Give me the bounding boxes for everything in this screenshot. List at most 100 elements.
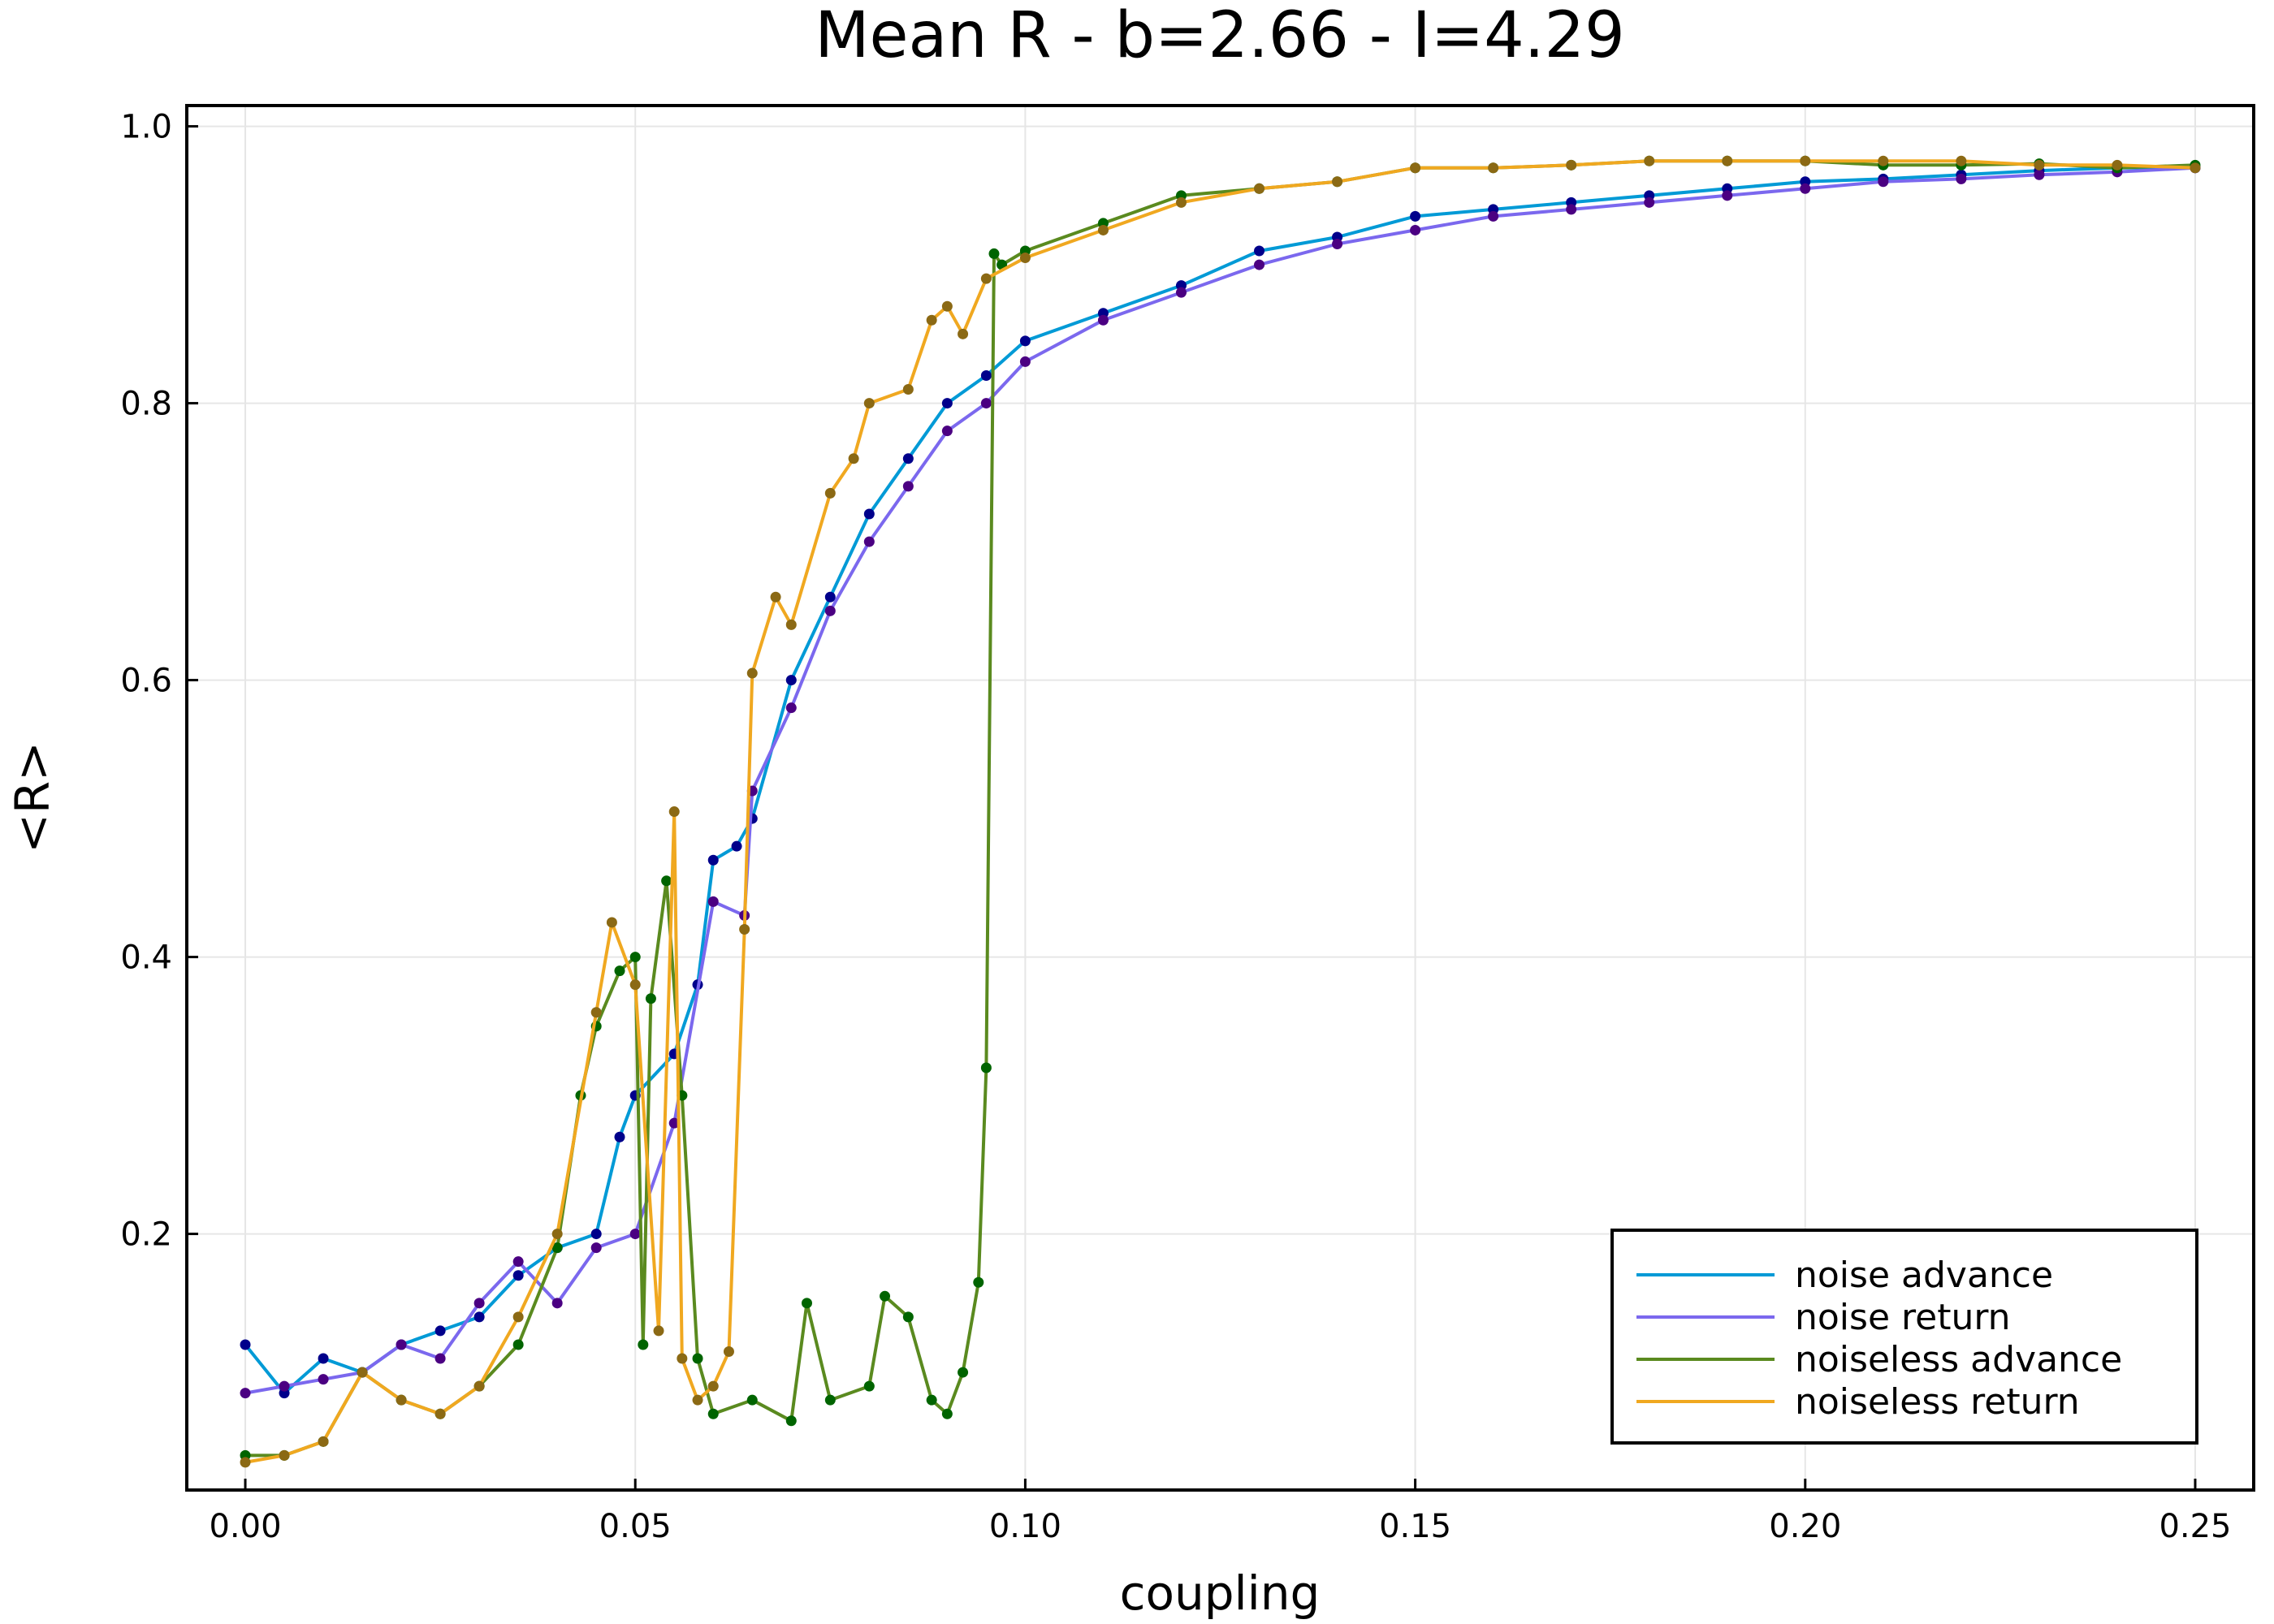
data-point-noiseless-return — [434, 1408, 446, 1419]
legend-label-noise-advance: noise advance — [1795, 1255, 2053, 1296]
data-point-noiseless-return — [551, 1229, 563, 1240]
data-point-noiseless-return — [739, 923, 750, 935]
data-point-noiseless-advance — [512, 1339, 524, 1350]
data-point-noiseless-return — [926, 314, 937, 326]
data-point-noise-return — [902, 481, 914, 492]
data-point-noise-advance — [590, 1229, 602, 1240]
data-point-noiseless-return — [692, 1394, 703, 1406]
legend-label-noiseless-advance: noiseless advance — [1795, 1339, 2122, 1380]
data-point-noise-return — [1019, 356, 1031, 367]
legend-box — [1610, 1229, 2198, 1445]
y-tick-label: 0.6 — [120, 663, 172, 700]
data-point-noiseless-advance — [941, 1408, 953, 1419]
data-point-noiseless-advance — [707, 1408, 719, 1419]
data-point-noise-advance — [1019, 335, 1031, 347]
data-point-noiseless-return — [240, 1457, 251, 1468]
data-point-noiseless-advance — [973, 1276, 984, 1288]
series-line-noise-return — [244, 166, 2196, 1395]
data-point-noiseless-return — [1644, 155, 1655, 166]
data-point-noise-advance — [1410, 210, 1421, 222]
data-point-noiseless-return — [629, 979, 641, 991]
legend-label-noiseless-return: noiseless return — [1795, 1381, 2080, 1423]
data-point-noiseless-return — [1722, 155, 1733, 166]
data-point-noise-advance — [980, 369, 992, 381]
data-point-noise-return — [434, 1353, 446, 1364]
data-point-noise-return — [1878, 176, 1889, 188]
data-point-noiseless-return — [668, 806, 680, 818]
data-point-noiseless-return — [1254, 183, 1265, 194]
data-point-noise-advance — [707, 854, 719, 866]
data-point-noise-return — [396, 1339, 407, 1350]
data-point-noise-advance — [473, 1311, 485, 1323]
data-point-noise-return — [279, 1380, 290, 1392]
data-point-noiseless-return — [1175, 197, 1187, 208]
data-point-noise-return — [1254, 259, 1265, 270]
y-tick-label: 0.2 — [120, 1216, 172, 1254]
y-axis-title: <R> — [5, 741, 60, 853]
y-tick-label: 0.4 — [120, 939, 172, 977]
data-point-noiseless-advance — [661, 875, 672, 887]
data-point-noise-return — [590, 1242, 602, 1254]
data-point-noiseless-return — [1097, 224, 1109, 235]
data-point-noise-return — [1410, 224, 1421, 235]
data-point-noise-advance — [512, 1270, 524, 1281]
data-point-noise-return — [240, 1388, 251, 1399]
plot-frame — [185, 104, 2255, 1492]
data-point-noise-return — [941, 425, 953, 437]
data-point-noiseless-return — [1800, 155, 1811, 166]
data-point-noiseless-return — [824, 487, 836, 499]
data-point-noise-return — [318, 1374, 329, 1385]
data-point-noiseless-return — [1019, 253, 1031, 264]
y-tick-label: 0.8 — [120, 386, 172, 423]
data-point-noiseless-return — [677, 1353, 688, 1364]
data-point-noise-return — [1566, 204, 1577, 215]
x-tick-label: 0.00 — [209, 1508, 281, 1545]
x-tick-label: 0.25 — [2159, 1508, 2231, 1545]
data-point-noise-advance — [731, 840, 742, 852]
data-point-noiseless-advance — [629, 952, 641, 963]
data-point-noise-advance — [434, 1325, 446, 1337]
data-point-noise-return — [1800, 183, 1811, 194]
series-noise-advance — [240, 162, 2201, 1399]
series-group — [240, 155, 2201, 1468]
series-line-noiseless-return — [244, 159, 2196, 1464]
data-point-noiseless-return — [941, 300, 953, 312]
data-point-noiseless-advance — [988, 248, 1000, 259]
data-point-noiseless-advance — [902, 1311, 914, 1323]
data-point-noise-return — [1956, 173, 1967, 184]
data-point-noiseless-advance — [614, 965, 625, 977]
data-point-noiseless-advance — [551, 1242, 563, 1254]
data-point-noiseless-return — [723, 1346, 734, 1357]
data-point-noise-return — [1097, 314, 1109, 326]
data-point-noiseless-advance — [926, 1394, 937, 1406]
data-point-noiseless-return — [279, 1449, 290, 1461]
series-line-noise-advance — [244, 166, 2195, 1395]
data-point-noiseless-return — [1488, 162, 1499, 174]
data-point-noise-return — [629, 1229, 641, 1240]
data-point-noise-advance — [824, 591, 836, 603]
data-point-noiseless-return — [473, 1380, 485, 1392]
data-point-noise-return — [512, 1256, 524, 1268]
data-point-noiseless-advance — [692, 1353, 703, 1364]
data-point-noiseless-return — [980, 273, 992, 284]
data-point-noiseless-advance — [746, 1394, 758, 1406]
data-point-noiseless-return — [2034, 159, 2045, 171]
data-point-noiseless-return — [1878, 155, 1889, 166]
data-point-noise-return — [1488, 210, 1499, 222]
data-point-noiseless-return — [357, 1367, 368, 1378]
data-point-noiseless-advance — [863, 1380, 875, 1392]
x-axis-title: coupling — [1120, 1566, 1321, 1621]
series-noise-return — [240, 162, 2201, 1399]
data-point-noiseless-return — [1566, 159, 1577, 171]
data-point-noiseless-return — [1410, 162, 1421, 174]
chart-title: Mean R - b=2.66 - I=4.29 — [815, 0, 1625, 72]
data-point-noise-advance — [902, 453, 914, 464]
series-noiseless-return — [240, 155, 2201, 1468]
x-tick-label: 0.05 — [599, 1508, 672, 1545]
data-point-noise-return — [2034, 169, 2045, 180]
y-tick-label: 1.0 — [120, 109, 172, 146]
data-point-noiseless-advance — [824, 1394, 836, 1406]
data-point-noise-return — [1332, 239, 1343, 249]
data-point-noiseless-return — [1332, 176, 1343, 188]
